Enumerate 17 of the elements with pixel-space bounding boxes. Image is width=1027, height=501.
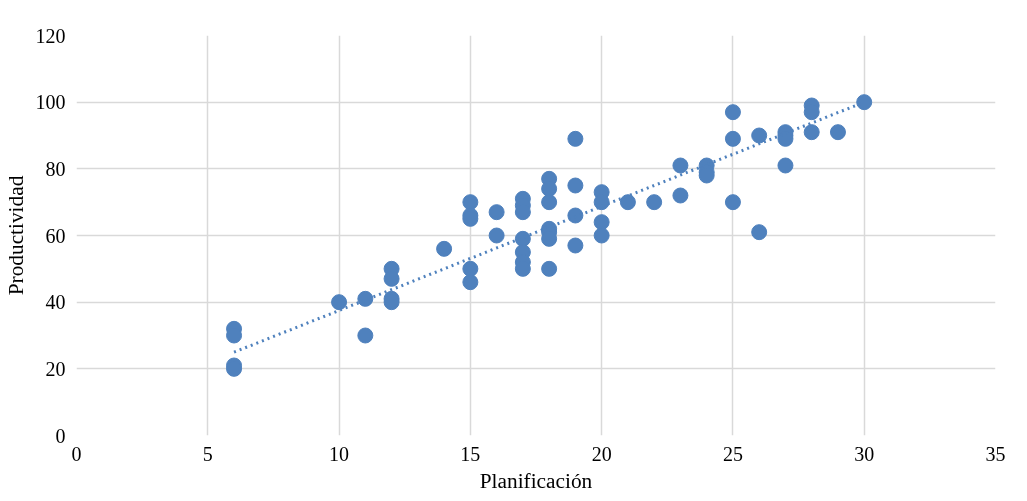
y-tick-label: 80 bbox=[45, 157, 66, 180]
y-tick-label: 40 bbox=[45, 291, 66, 314]
y-axis-title: Productividad bbox=[3, 175, 28, 296]
x-tick-label: 10 bbox=[329, 442, 350, 465]
x-tick-label: 15 bbox=[460, 442, 481, 465]
y-tick-label: 120 bbox=[35, 24, 66, 47]
x-axis-title: Planificación bbox=[479, 468, 593, 493]
x-tick-label: 25 bbox=[722, 442, 743, 465]
y-tick-label: 60 bbox=[45, 224, 66, 247]
x-tick-label: 0 bbox=[71, 442, 82, 465]
y-tick-label: 0 bbox=[55, 424, 66, 447]
x-tick-label: 20 bbox=[591, 442, 612, 465]
x-tick-label: 35 bbox=[985, 442, 1006, 465]
x-tick-label: 5 bbox=[202, 442, 213, 465]
y-tick-label: 20 bbox=[45, 357, 66, 380]
x-tick-label: 30 bbox=[854, 442, 875, 465]
y-tick-label: 100 bbox=[35, 91, 66, 114]
